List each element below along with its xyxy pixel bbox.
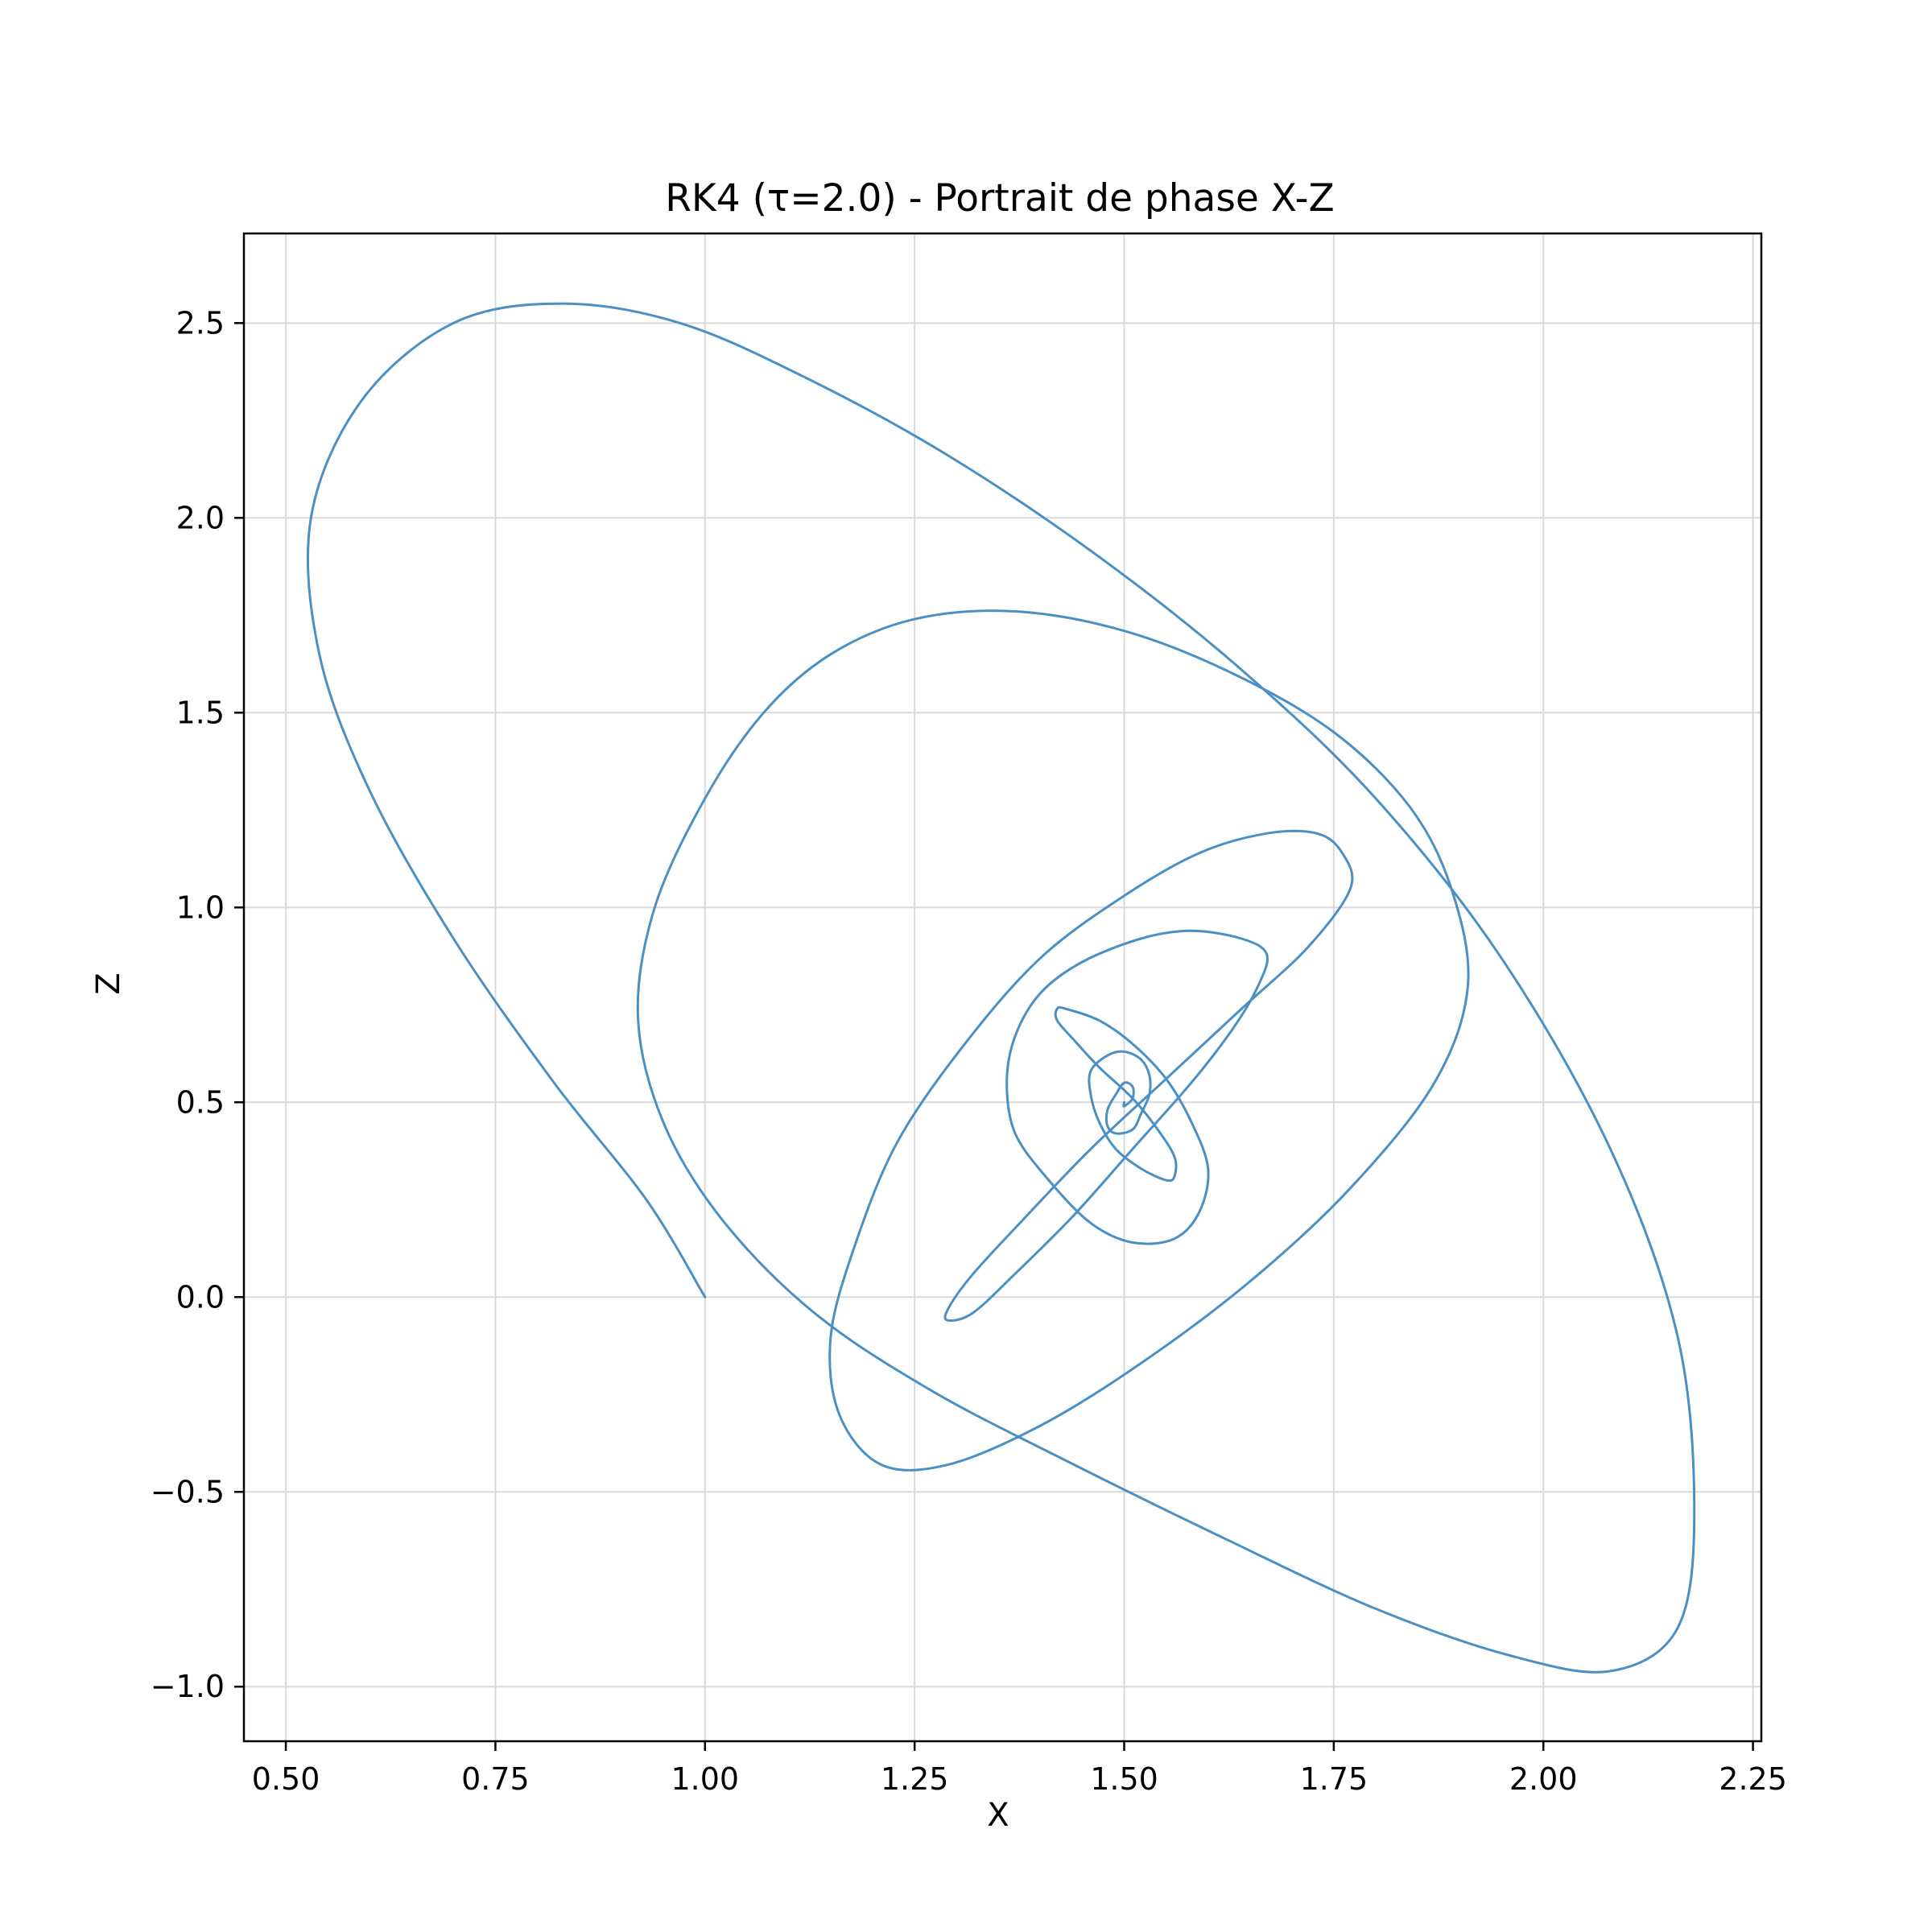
- y-tick-label: 1.5: [176, 695, 225, 730]
- y-tick-label: 0.0: [176, 1279, 225, 1315]
- x-tick-label: 0.75: [461, 1761, 530, 1797]
- x-tick-labels: 0.50 0.75 1.00 1.25 1.50 1.75 2.00 2.25: [252, 1761, 1787, 1797]
- x-tick-label: 2.25: [1719, 1761, 1787, 1797]
- x-axis-title: X: [987, 1797, 1009, 1834]
- series-layer: [306, 302, 1696, 1674]
- chart-title: RK4 (τ=2.0) - Portrait de phase X-Z: [665, 176, 1334, 221]
- tick-marks: [234, 322, 1754, 1751]
- y-tick-label: 2.5: [176, 305, 225, 341]
- trajectory-line: [306, 302, 1696, 1674]
- y-axis-title: Z: [90, 972, 127, 994]
- y-tick-labels: −1.0 −0.5 0.0 0.5 1.0 1.5 2.0 2.5: [151, 305, 225, 1704]
- x-tick-label: 2.00: [1509, 1761, 1578, 1797]
- y-tick-label: 1.0: [176, 890, 225, 925]
- plot-frame: [242, 232, 1763, 1743]
- x-tick-label: 1.25: [881, 1761, 949, 1797]
- x-tick-label: 0.50: [252, 1761, 320, 1797]
- x-tick-label: 1.00: [671, 1761, 739, 1797]
- y-tick-label: −0.5: [151, 1474, 225, 1509]
- x-tick-label: 1.50: [1090, 1761, 1158, 1797]
- y-tick-label: 2.0: [176, 500, 225, 535]
- y-tick-label: 0.5: [176, 1084, 225, 1120]
- grid-lines: [244, 233, 1761, 1741]
- x-tick-label: 1.75: [1300, 1761, 1368, 1797]
- y-tick-label: −1.0: [151, 1669, 225, 1704]
